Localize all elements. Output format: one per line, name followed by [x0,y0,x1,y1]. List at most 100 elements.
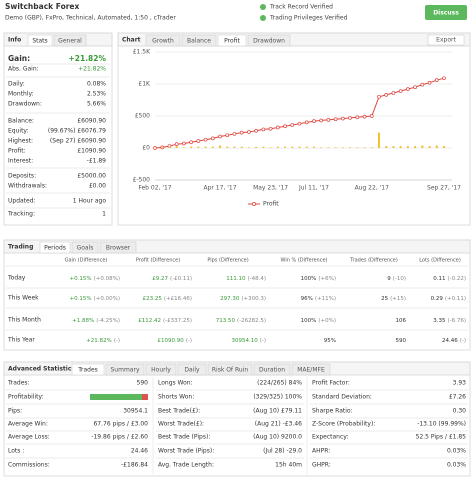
info-value: 2.53% [87,91,106,98]
stat-value: 15h 40m [275,462,302,469]
bar [269,147,272,148]
account-title: Switchback Forex [5,2,80,11]
tab[interactable] [181,34,217,47]
difference: (-26282.5) [237,318,266,324]
stat-value: 590 [137,380,149,387]
point [384,93,389,97]
tab-label[interactable]: Daily [184,367,200,374]
point [290,123,295,127]
stat-label: Avg. Trade Length: [158,462,214,469]
tab-label[interactable]: Risk Of Ruin [212,367,248,374]
tab[interactable] [207,363,253,376]
info-label: Deposits: [8,173,36,180]
point [225,133,230,138]
tab[interactable] [291,363,331,376]
point [369,114,374,118]
tab[interactable] [71,363,105,376]
bar [421,145,424,148]
tab[interactable] [105,363,145,376]
bar [312,146,315,148]
point [232,132,237,136]
stat-value: (224/265) 84% [257,380,302,387]
difference: (-0.22) [447,276,466,282]
info-value: £5000.00 [77,173,106,180]
tab[interactable] [145,34,181,47]
cell-value: £1090.90 [157,338,184,344]
tab[interactable] [27,34,53,47]
tab[interactable] [99,241,137,254]
difference: (-£0.11) [170,276,192,282]
tab-label[interactable]: Summary [111,367,140,374]
tab[interactable] [253,363,291,376]
tab-label[interactable]: Trades [77,367,98,374]
stat-value: 0.03% [447,462,466,469]
tab[interactable] [71,241,99,254]
stat-label: Worst Trade(£): [158,421,204,428]
chart-panel [117,32,471,226]
period-label: Today [7,275,26,282]
tab-label[interactable]: Profit [224,38,240,45]
point [348,116,352,120]
tab-label[interactable]: General [58,38,82,45]
bar [392,146,395,148]
bar [182,147,185,148]
point [210,136,215,141]
cell: 24.46 (-) [442,338,466,344]
account-subtitle: Demo (GBP), FxPro, Technical, Automated,… [5,15,176,22]
tab[interactable] [53,34,87,47]
cell-value: 106 [396,318,407,324]
tab-label[interactable]: Stats [32,38,47,45]
bar [363,147,366,148]
bar [385,146,388,148]
tab-label[interactable]: Drawdown [253,38,285,45]
stat-label: Average Win: [8,421,48,428]
cell: 9 (-10) [387,276,406,282]
tab-label[interactable]: Duration [259,367,285,374]
info-label: Drawdown: [8,101,42,108]
cell-value: 713.50 [216,318,236,324]
cell: 100% (+6%) [301,276,336,282]
tab[interactable] [145,363,177,376]
tab[interactable] [177,363,207,376]
export-label[interactable]: Export [436,37,456,44]
tab-label[interactable]: Growth [152,38,174,45]
cell-value: 96% [301,296,313,302]
bar [377,132,380,148]
cell: 0.11 (-0.22) [433,276,466,282]
x-tick-label: Jul 11, '17 [298,185,329,192]
tab-label[interactable]: Periods [44,245,66,252]
profitability-win [90,394,142,400]
x-tick-label: Sep 27, '17 [427,185,461,192]
point [283,124,287,129]
difference: (+0%) [318,318,336,324]
tab[interactable] [247,34,291,47]
tab-label[interactable]: Balance [187,38,211,45]
stat-label: GHPR: [312,462,331,469]
bar [175,146,178,148]
cell-value: 9 [387,276,391,282]
column-header: Pips (Difference) [207,258,248,264]
tab-label[interactable]: Hourly [151,367,171,374]
difference: (-) [260,338,266,344]
point [420,82,425,87]
difference: (+11%) [315,296,336,302]
difference: (-) [460,338,466,344]
tab-label[interactable]: Goals [77,245,94,252]
info-value: (Sep 27) £6090.90 [50,138,106,145]
export-button[interactable] [427,34,465,46]
bar [204,146,207,148]
x-tick-label: May 23, '17 [253,185,288,192]
tab[interactable] [217,34,247,47]
tab-label[interactable]: Browser [106,245,131,252]
tab-label[interactable]: MAE/MFE [297,367,325,374]
cell-value: 590 [396,338,407,344]
bar [240,146,243,148]
button-label[interactable]: Discuss [433,10,459,17]
discuss-button[interactable] [425,5,467,20]
tab[interactable] [39,241,71,254]
bar [226,146,229,148]
panel-title: Info [8,37,21,44]
difference: (+0.11) [445,296,466,302]
cell-value: 30954.10 [231,338,258,344]
